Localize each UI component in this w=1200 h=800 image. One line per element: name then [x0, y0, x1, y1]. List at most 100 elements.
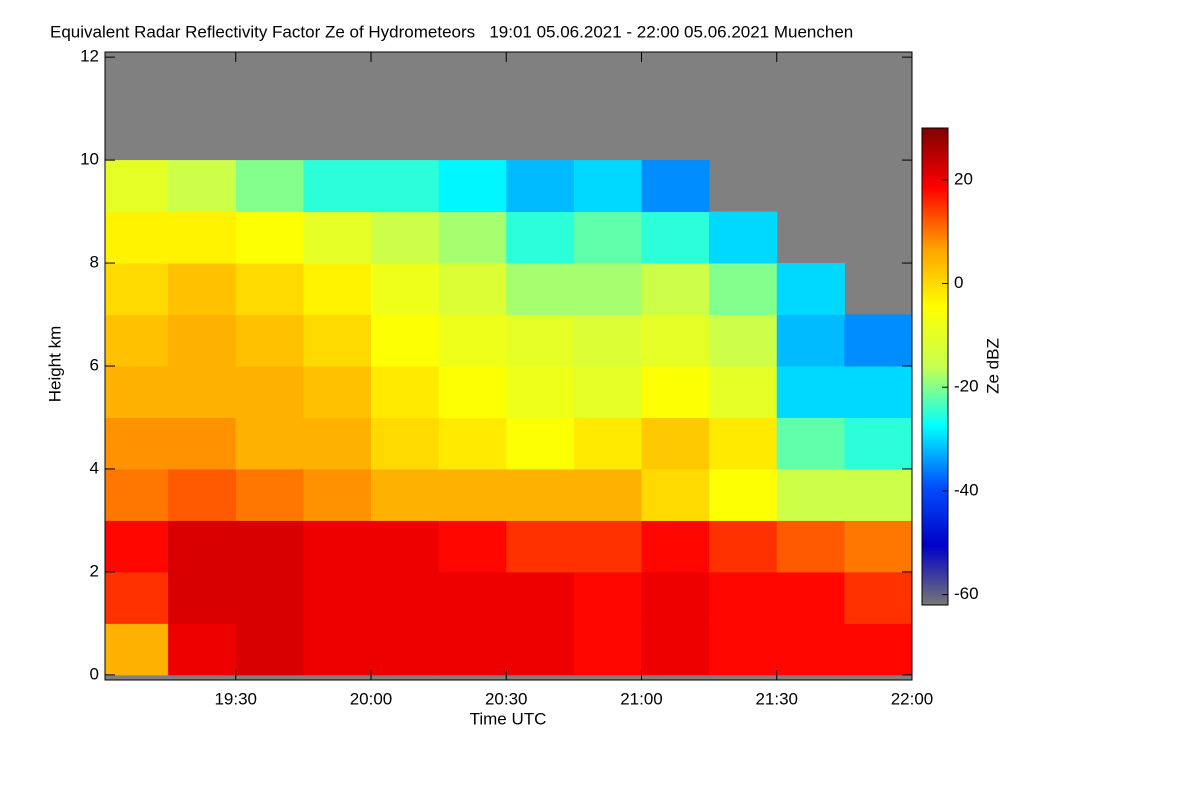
heatmap-cell [438, 571, 507, 624]
heatmap-cell [105, 623, 169, 676]
heatmap-cell [641, 520, 710, 573]
heatmap-cell [709, 468, 778, 521]
heatmap-cell [438, 314, 507, 367]
heatmap-cell [641, 623, 710, 676]
heatmap-cell [506, 520, 575, 573]
heatmap-cell [438, 623, 507, 676]
y-tick-label: 12 [80, 47, 99, 66]
x-axis-label: Time UTC [470, 709, 547, 728]
heatmap-cell [303, 263, 372, 316]
heatmap-cell [105, 571, 169, 624]
heatmap-cell [506, 160, 575, 213]
heatmap-cell [709, 571, 778, 624]
heatmap-cell [438, 211, 507, 264]
heatmap-cell [235, 314, 304, 367]
heatmap-cell [844, 417, 912, 470]
y-axis-label: Height km [45, 326, 64, 403]
heatmap-cell [573, 520, 642, 573]
heatmap-cell [709, 366, 778, 418]
heatmap-cell [370, 571, 440, 624]
chart-title: Equivalent Radar Reflectivity Factor Ze … [50, 22, 853, 41]
heatmap-cell [641, 468, 710, 521]
heatmap-cell [776, 571, 845, 624]
x-tick-label: 20:00 [350, 689, 393, 708]
heatmap-cell [709, 520, 778, 573]
x-tick-label: 22:00 [891, 689, 934, 708]
x-tick-label: 21:30 [755, 689, 798, 708]
heatmap-cell [370, 263, 440, 316]
heatmap-cell [641, 211, 710, 264]
colorbar-tick-label: -20 [954, 377, 979, 396]
heatmap-cell [776, 623, 845, 676]
heatmap-cell [105, 160, 169, 213]
heatmap-cell [105, 520, 169, 573]
heatmap-cell [370, 314, 440, 367]
y-tick-label: 8 [90, 253, 99, 272]
heatmap-cell [438, 263, 507, 316]
heatmap-cell [709, 211, 778, 264]
heatmap-cell [438, 417, 507, 470]
heatmap-cell [844, 314, 912, 367]
heatmap-cell [303, 160, 372, 213]
heatmap-cell [370, 366, 440, 418]
heatmap-cell [573, 468, 642, 521]
heatmap-cell [235, 520, 304, 573]
heatmap-cell [168, 314, 237, 367]
heatmap-cell [235, 211, 304, 264]
heatmap-cell [168, 211, 237, 264]
heatmap-cell [168, 263, 237, 316]
heatmap-cell [573, 160, 642, 213]
heatmap-cell [641, 417, 710, 470]
heatmap-cell [235, 366, 304, 418]
heatmap-cell [573, 366, 642, 418]
colorbar-tick-label: 20 [954, 169, 973, 188]
heatmap-cell [303, 366, 372, 418]
heatmap-cell [235, 623, 304, 676]
heatmap-cell [303, 314, 372, 367]
heatmap-cell [573, 571, 642, 624]
heatmap-cell [641, 160, 710, 213]
heatmap-cell [641, 571, 710, 624]
heatmap-cell [370, 417, 440, 470]
heatmap-cell [776, 468, 845, 521]
heatmap-cell [506, 571, 575, 624]
heatmap-cell [168, 520, 237, 573]
heatmap-cell [105, 263, 169, 316]
heatmap-cell [709, 314, 778, 367]
heatmap-cell [303, 211, 372, 264]
y-tick-label: 10 [80, 150, 99, 169]
heatmap-cell [370, 623, 440, 676]
heatmap-cell [844, 366, 912, 418]
colorbar [921, 127, 949, 606]
heatmap-cell [168, 571, 237, 624]
heatmap-cell [370, 160, 440, 213]
heatmap-cell [235, 263, 304, 316]
y-tick-label: 2 [90, 561, 99, 580]
heatmap-cell [709, 623, 778, 676]
heatmap-cell [844, 623, 912, 676]
heatmap-cell [573, 623, 642, 676]
heatmap-cell [370, 468, 440, 521]
heatmap-cell [105, 417, 169, 470]
heatmap-cell [776, 366, 845, 418]
colorbar-tick-label: -60 [954, 584, 979, 603]
x-tick-label: 20:30 [485, 689, 528, 708]
heatmap-cell [303, 571, 372, 624]
heatmap-cell [168, 160, 237, 213]
heatmap-cell [844, 571, 912, 624]
heatmap-cell [844, 468, 912, 521]
heatmap-cell [709, 417, 778, 470]
heatmap-cell [168, 623, 237, 676]
heatmap-cell [303, 623, 372, 676]
x-tick-label: 19:30 [214, 689, 257, 708]
heatmap-cell [506, 417, 575, 470]
heatmap-cell [105, 211, 169, 264]
heatmap-cell [776, 520, 845, 573]
heatmap-cell [370, 520, 440, 573]
heatmap-cell [303, 520, 372, 573]
heatmap-cell [506, 623, 575, 676]
heatmap [105, 160, 912, 676]
heatmap-cell [506, 211, 575, 264]
heatmap-cell [235, 468, 304, 521]
